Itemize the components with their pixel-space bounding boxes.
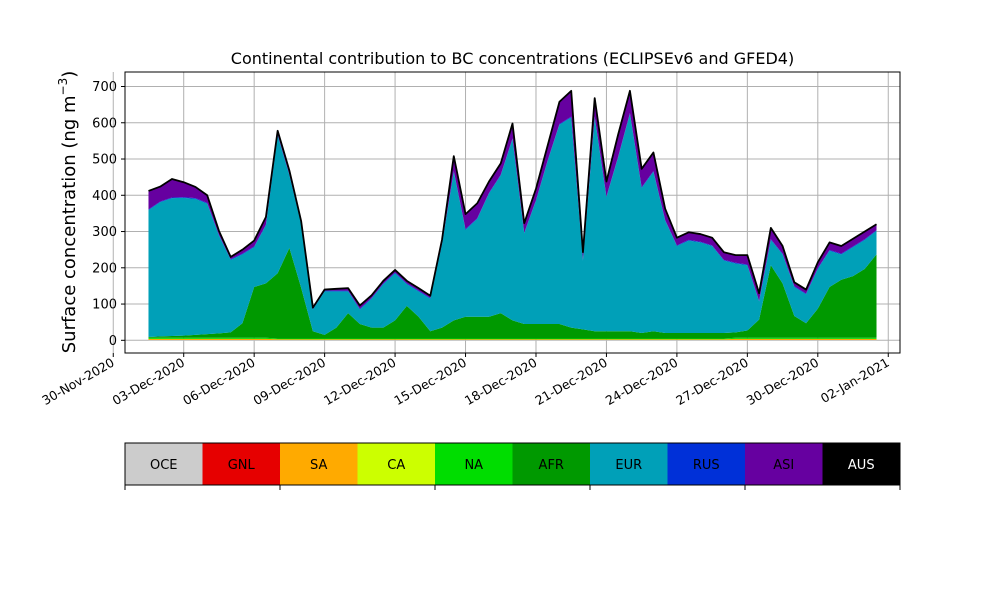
legend-swatch-aus (822, 443, 900, 485)
legend-label-na: NA (464, 458, 483, 473)
legend-colorbar: OCE GNL SA CA NA AFR EUR RUS ASI AUS (124, 442, 901, 490)
legend-swatch-gnl (202, 443, 280, 485)
total-line-path (148, 89, 877, 309)
y-tick-label: 200 (92, 261, 117, 276)
legend-swatch-sa (280, 443, 358, 485)
legend-label-eur: EUR (615, 458, 642, 473)
legend-label-aus: AUS (848, 458, 875, 473)
legend-swatch-eur (590, 443, 668, 485)
chart-title: Continental contribution to BC concentra… (231, 49, 794, 68)
area-eur (148, 113, 877, 338)
legend-swatch-asi (745, 443, 823, 485)
y-axis: 0 100 200 300 400 500 600 700 (92, 80, 125, 349)
legend-label-gnl: GNL (228, 458, 256, 473)
legend-swatch-ca (357, 443, 435, 485)
legend-label-rus: RUS (693, 458, 720, 473)
legend-swatch-afr (512, 443, 590, 485)
legend-label-ca: CA (387, 458, 405, 473)
legend-label-afr: AFR (539, 458, 564, 473)
y-axis-label-text: Surface concentration (ng m (59, 95, 80, 353)
y-tick-label: 0 (109, 334, 117, 349)
legend-frame (124, 442, 901, 486)
area-asi (148, 91, 877, 309)
y-tick-label: 400 (92, 189, 117, 204)
stacked-areas (148, 90, 877, 341)
y-tick-label: 100 (92, 298, 117, 313)
area-sa (148, 338, 877, 340)
total-line (148, 89, 877, 309)
y-tick-label: 600 (92, 116, 117, 131)
y-tick-label: 500 (92, 153, 117, 168)
legend-label-oce: OCE (150, 458, 178, 473)
y-axis-label-close: ) (59, 71, 80, 78)
y-axis-label-exponent: −3 (56, 78, 70, 96)
legend-swatch-na (435, 443, 513, 485)
legend-swatch-rus (667, 443, 745, 485)
plot-frame (124, 71, 901, 354)
legend-label-asi: ASI (773, 458, 794, 473)
legend-label-sa: SA (310, 458, 327, 473)
y-tick-label: 700 (92, 80, 117, 95)
y-tick-label: 300 (92, 225, 117, 240)
legend-swatch-oce (125, 443, 203, 485)
y-axis-label: Surface concentration (ng m−3) (56, 71, 80, 354)
